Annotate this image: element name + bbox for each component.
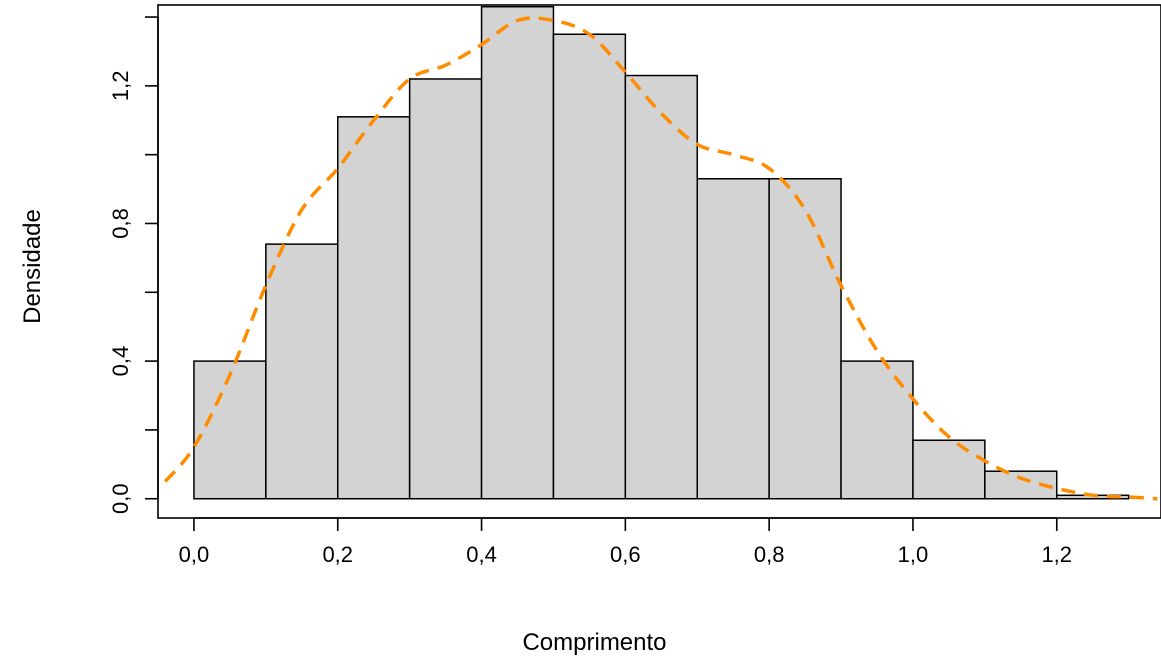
histogram-bar-7 <box>696 178 770 500</box>
y-axis-label: Densidade <box>19 209 46 324</box>
x-tick-label-5: 1,0 <box>898 542 929 567</box>
histogram-bar-9 <box>840 360 914 500</box>
histogram-bars <box>193 5 1130 500</box>
histogram-bar-0 <box>193 360 267 500</box>
histogram-bar-1 <box>265 243 339 500</box>
histogram-bar-3 <box>408 78 483 500</box>
x-tick-label-0: 0,0 <box>179 542 210 567</box>
y-tick-label-0: 0,0 <box>108 483 133 514</box>
histogram-bar-2 <box>336 116 411 500</box>
histogram-bar-6 <box>624 74 698 500</box>
histogram-bar-10 <box>912 439 986 500</box>
x-tick-label-2: 0,4 <box>466 542 497 567</box>
y-tick-label-2: 0,4 <box>108 346 133 377</box>
y-tick-label-4: 0,8 <box>108 208 133 239</box>
histogram-bar-4 <box>480 5 555 500</box>
histogram-bar-5 <box>552 33 627 500</box>
y-tick-label-6: 1,2 <box>108 71 133 102</box>
x-tick-label-4: 0,8 <box>754 542 785 567</box>
x-tick-label-3: 0,6 <box>610 542 641 567</box>
histogram-bar-8 <box>768 178 842 500</box>
x-axis-label: Comprimento <box>522 629 666 656</box>
x-tick-label-6: 1,2 <box>1041 542 1072 567</box>
x-tick-label-1: 0,2 <box>322 542 353 567</box>
axes: 0,0 0,2 0,4 0,6 0,8 1,0 1,2 0,0 0,4 0,8 1,2 <box>108 4 1161 567</box>
